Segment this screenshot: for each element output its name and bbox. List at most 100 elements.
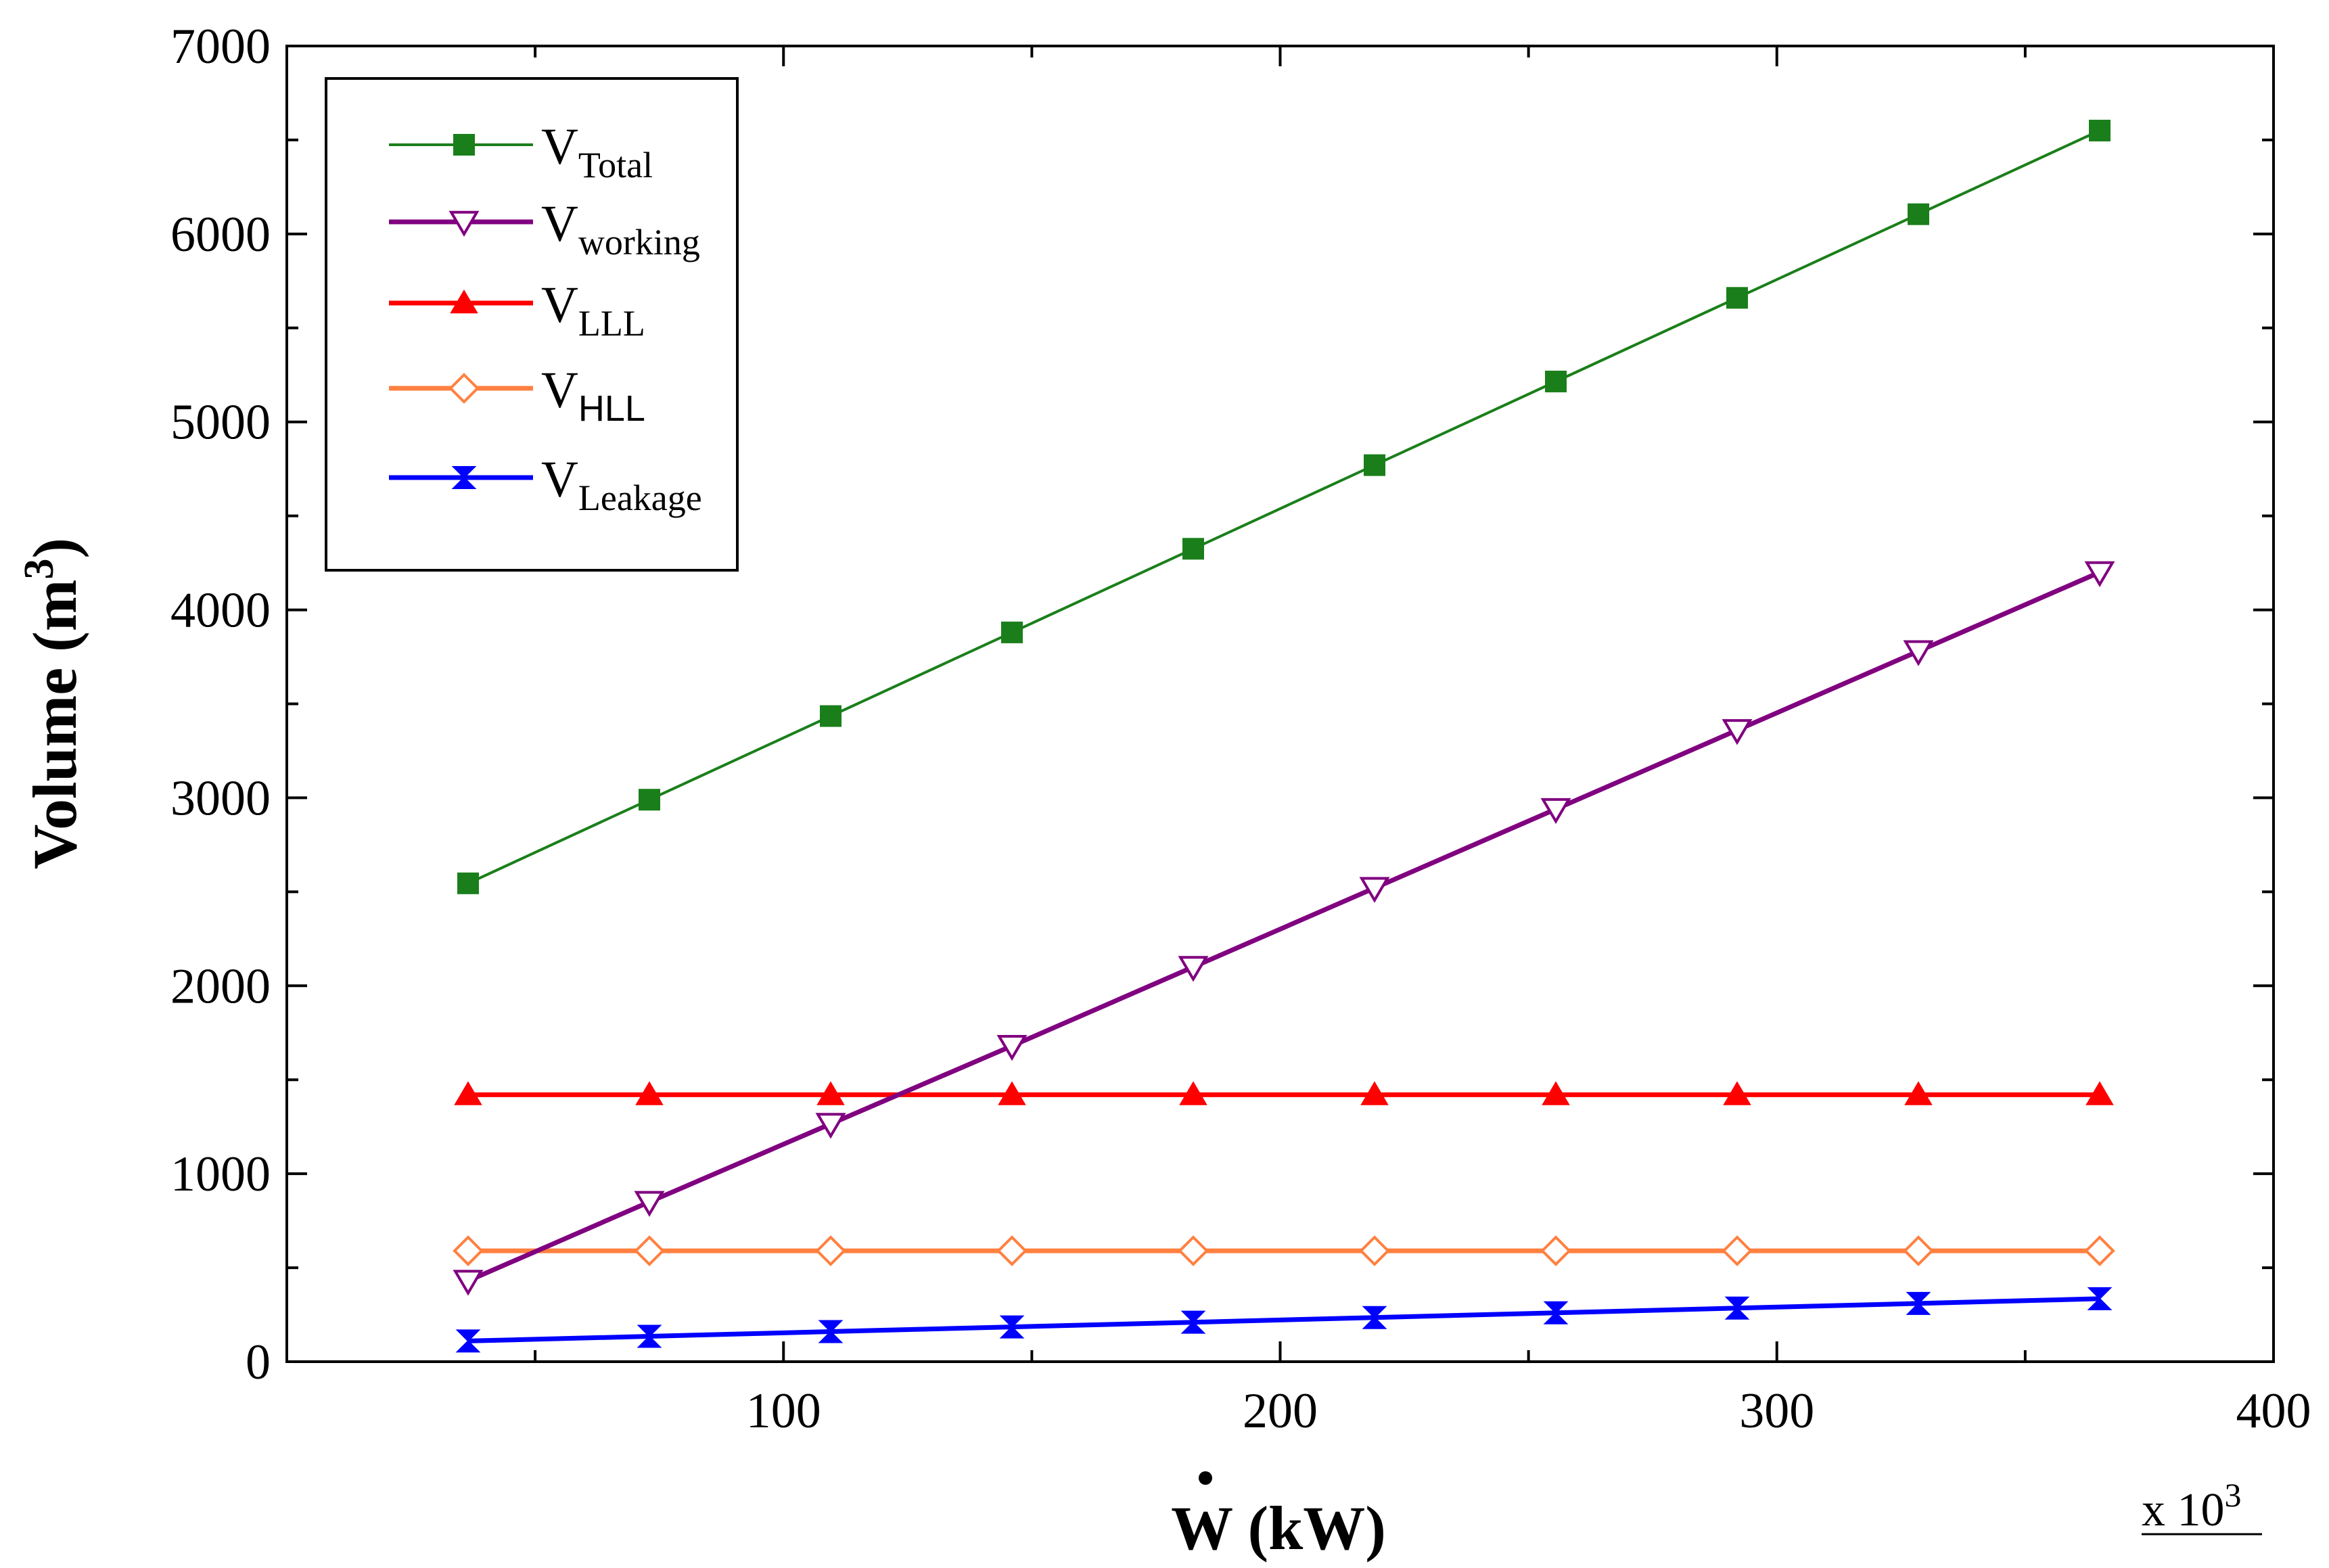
legend-label-main: V [541, 277, 578, 333]
series-VHLL [453, 1235, 2115, 1266]
x-tick-label: 400 [2236, 1383, 2311, 1439]
series-VTotal [457, 120, 2111, 894]
data-point [1359, 1235, 1390, 1266]
legend-entry: Vworking [389, 195, 700, 262]
data-point [1178, 1235, 1209, 1266]
legend-label-main: V [541, 195, 578, 252]
legend-entry: VHLL [389, 362, 645, 429]
data-point [1722, 719, 1753, 745]
plot-frame [285, 45, 2275, 1363]
data-point [457, 872, 480, 894]
y-axis-title-close: ) [20, 538, 89, 559]
data-point [2087, 1287, 2113, 1310]
data-point [820, 705, 842, 727]
y-axis-title-sup: 3 [16, 559, 62, 580]
legend-label: VTotal [541, 118, 653, 185]
y-tick-label: 1000 [170, 1147, 271, 1202]
legend-marker [453, 134, 475, 156]
series-Vworking [453, 561, 2115, 1296]
legend-label-sub: Total [578, 145, 653, 185]
data-point [1904, 1081, 1933, 1105]
y-tick-label: 0 [246, 1335, 271, 1390]
legend-label-sub: Leakage [578, 478, 702, 518]
data-point [634, 1191, 665, 1217]
data-point [453, 1235, 484, 1266]
y-tick-label: 5000 [170, 395, 271, 451]
data-point [1364, 454, 1386, 476]
x-axis-title-unit: (kW) [1232, 1494, 1385, 1563]
y-tick-label: 6000 [170, 207, 271, 262]
x-multiplier-base: x 10 [2142, 1484, 2225, 1536]
data-point [1903, 640, 1934, 666]
data-point [1180, 1310, 1206, 1334]
data-point [1543, 1301, 1569, 1324]
data-point [1726, 287, 1749, 309]
data-point [635, 1081, 664, 1105]
data-point [637, 1324, 662, 1348]
data-point [815, 1235, 846, 1266]
legend-label-main: V [541, 118, 578, 175]
data-point [1001, 621, 1023, 643]
svg-text:W (kW): W (kW) [1171, 1494, 1386, 1563]
data-point [2084, 1235, 2115, 1266]
legend-entry: VLLL [389, 277, 645, 344]
data-point [454, 1081, 482, 1105]
legend-label-sub: working [578, 222, 700, 262]
y-tick-label: 3000 [170, 770, 271, 826]
data-point [1179, 1081, 1207, 1105]
data-point [1360, 1081, 1389, 1105]
svg-text:x 103: x 103 [2142, 1476, 2242, 1536]
data-point [818, 1320, 844, 1343]
x-axis-title: W (kW) [1171, 1471, 1386, 1563]
data-point [996, 1034, 1028, 1061]
series-line [467, 1296, 2100, 1343]
legend-label: VLLL [541, 277, 645, 344]
legend-entry: VTotal [389, 118, 653, 185]
y-tick-label: 7000 [170, 19, 271, 74]
legend-label-sub: HLL [578, 388, 645, 429]
data-point [1362, 1306, 1387, 1329]
x-tick-label: 100 [746, 1383, 821, 1439]
data-point [1540, 1235, 1571, 1266]
y-axis-title: Volume (m3) [16, 538, 89, 869]
data-point [1908, 203, 1930, 225]
series-line [467, 129, 2100, 885]
legend-label: VLeakage [541, 451, 702, 518]
data-point [1903, 1235, 1934, 1266]
legend-label-main: V [541, 362, 578, 419]
data-point [1542, 1081, 1570, 1105]
data-point [1723, 1081, 1751, 1105]
data-point [1722, 1235, 1753, 1266]
data-point [1540, 798, 1571, 825]
data-point [2084, 561, 2115, 587]
data-point [1182, 538, 1205, 560]
data-point [2089, 120, 2111, 142]
y-tick-label: 2000 [170, 959, 271, 1014]
series-layer [453, 120, 2115, 1353]
legend-label-sub: LLL [578, 303, 645, 344]
data-point [816, 1081, 845, 1105]
legend-marker [451, 466, 477, 489]
x-tick-labels: 100 200 300 400 [746, 1383, 2311, 1439]
data-point [1906, 1291, 1931, 1315]
data-point [2085, 1081, 2114, 1105]
data-point [453, 1270, 484, 1296]
y-tick-label: 4000 [170, 583, 271, 639]
data-point [1178, 956, 1209, 982]
series-VLeakage [455, 1287, 2113, 1353]
legend-marker [450, 289, 478, 314]
data-point [1724, 1296, 1750, 1320]
data-point [639, 789, 661, 811]
data-point [996, 1235, 1028, 1266]
x-tick-label: 300 [1739, 1383, 1814, 1439]
data-point [815, 1113, 846, 1139]
data-point [999, 1315, 1025, 1339]
data-point [634, 1235, 665, 1266]
data-point [998, 1081, 1026, 1105]
x-tick-label: 200 [1243, 1383, 1318, 1439]
legend-marker [448, 210, 480, 237]
legend-label-main: V [541, 451, 578, 508]
